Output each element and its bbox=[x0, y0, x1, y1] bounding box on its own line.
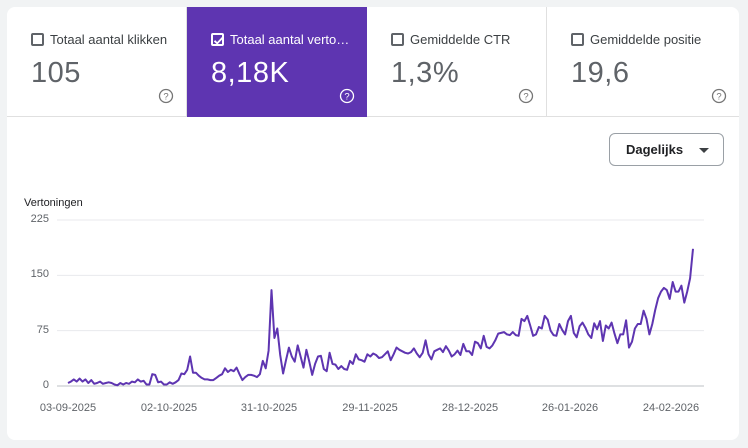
metric-impressions[interactable]: Totaal aantal vertoningen 8,18K ? bbox=[187, 7, 367, 117]
svg-text:?: ? bbox=[163, 91, 168, 102]
x-tick-label: 31-10-2025 bbox=[240, 402, 298, 414]
caret-down-icon bbox=[699, 148, 709, 153]
help-circle-icon[interactable]: ? bbox=[518, 88, 534, 104]
metric-tabs: Totaal aantal klikken 105 ? Totaal aanta… bbox=[7, 7, 739, 117]
y-tick-label: 75 bbox=[36, 323, 49, 336]
x-tick-label: 24-02-2026 bbox=[642, 402, 700, 414]
y-axis-label: Vertoningen bbox=[24, 197, 83, 209]
y-tick-label: 225 bbox=[30, 213, 49, 225]
x-tick-label: 03-09-2025 bbox=[39, 402, 97, 414]
checkbox-ctr[interactable] bbox=[391, 33, 404, 46]
y-tick-label: 150 bbox=[30, 268, 49, 281]
y-tick-label: 0 bbox=[42, 379, 49, 391]
x-tick-label: 02-10-2025 bbox=[140, 402, 198, 414]
svg-text:?: ? bbox=[716, 91, 721, 102]
help-circle-icon[interactable]: ? bbox=[339, 88, 355, 104]
metric-value: 8,18K bbox=[211, 57, 290, 89]
series-line-impressions bbox=[67, 248, 694, 387]
x-tick-label: 29-11-2025 bbox=[342, 402, 398, 414]
checkbox-impressions[interactable] bbox=[211, 33, 224, 46]
checkbox-clicks[interactable] bbox=[31, 33, 44, 46]
metric-value: 1,3% bbox=[391, 57, 460, 89]
metric-value: 105 bbox=[31, 57, 81, 89]
granularity-dropdown[interactable]: Dagelijks bbox=[609, 133, 724, 166]
help-circle-icon[interactable]: ? bbox=[711, 88, 727, 104]
metric-clicks[interactable]: Totaal aantal klikken 105 ? bbox=[7, 7, 187, 117]
help-circle-icon[interactable]: ? bbox=[158, 88, 174, 104]
checkbox-position[interactable] bbox=[571, 33, 584, 46]
metric-value: 19,6 bbox=[571, 57, 630, 89]
dropdown-label: Dagelijks bbox=[626, 142, 684, 157]
x-tick-label: 28-12-2025 bbox=[441, 402, 499, 414]
svg-text:?: ? bbox=[523, 91, 528, 102]
performance-card: Totaal aantal klikken 105 ? Totaal aanta… bbox=[7, 7, 739, 440]
x-tick-label: 26-01-2026 bbox=[541, 402, 599, 414]
svg-text:?: ? bbox=[344, 91, 349, 102]
impressions-line-chart bbox=[57, 219, 704, 387]
metric-ctr[interactable]: Gemiddelde CTR 1,3% ? bbox=[367, 7, 547, 117]
metric-position[interactable]: Gemiddelde positie 19,6 ? bbox=[547, 7, 739, 117]
